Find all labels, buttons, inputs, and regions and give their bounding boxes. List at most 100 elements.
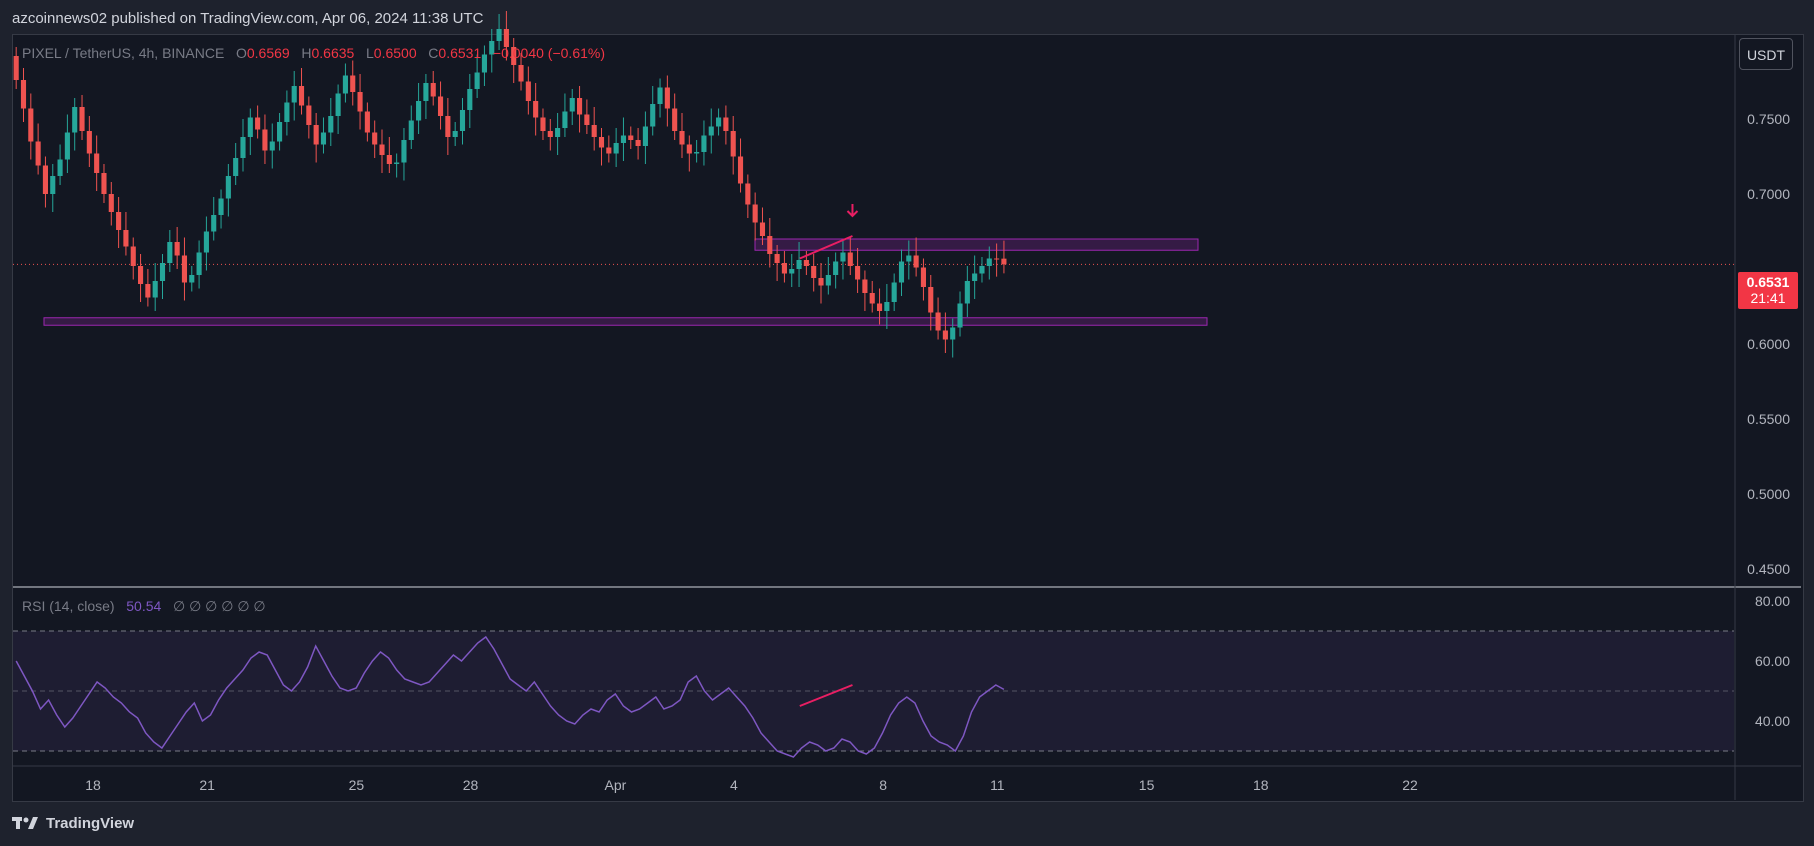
candle [825, 257, 831, 295]
rsi-placeholders: ∅ ∅ ∅ ∅ ∅ ∅ [172, 598, 266, 614]
candle [920, 258, 927, 301]
price-tick-label: 0.5000 [1747, 486, 1790, 502]
candle-body [540, 117, 546, 131]
candle [174, 227, 180, 269]
candle-body [28, 108, 34, 142]
time-tick-label: Apr [605, 777, 627, 793]
candle [774, 245, 780, 281]
candle [277, 113, 283, 151]
candle-body [284, 102, 290, 122]
publisher-header: azcoinnews02 published on TradingView.co… [12, 10, 484, 27]
candle-body [628, 135, 634, 140]
open-label: O [235, 45, 247, 61]
time-tick-label: 25 [349, 777, 365, 793]
candle-body [320, 132, 327, 145]
candle [335, 84, 341, 134]
support-zone [43, 317, 1208, 326]
candle [269, 123, 275, 169]
candle-body [723, 117, 729, 131]
candle [730, 116, 736, 175]
candle [357, 74, 363, 130]
candle-body [211, 215, 217, 232]
rsi-tick-label: 40.00 [1755, 713, 1790, 729]
candle-body [547, 131, 553, 137]
candle [50, 164, 56, 212]
candle-body [57, 159, 63, 176]
candle [840, 240, 846, 280]
candle-body [701, 135, 707, 152]
candle-body [108, 194, 114, 212]
change-value: −0.0040 (−0.61%) [492, 45, 606, 61]
rsi-value: 50.54 [126, 598, 162, 614]
candle-body [42, 165, 49, 194]
high-value: 0.6635 [311, 45, 355, 61]
candle [957, 291, 963, 337]
candle-body [196, 252, 202, 275]
time-tick-label: 15 [1139, 777, 1155, 793]
candle-body [642, 126, 648, 146]
currency-unit-button[interactable]: USDT [1739, 38, 1793, 70]
candle-body [803, 260, 809, 266]
candle-body [181, 255, 188, 283]
candle [416, 83, 422, 134]
candle-body [664, 87, 670, 109]
candle [20, 68, 27, 122]
candle-body [818, 278, 824, 286]
candle-body [79, 107, 85, 131]
candle-body [847, 252, 853, 266]
candle [657, 78, 663, 118]
candle-body [598, 137, 605, 148]
candle-body [555, 128, 561, 137]
candle [898, 249, 905, 296]
candle-body [876, 303, 883, 311]
candle [159, 254, 166, 299]
candle-body [972, 273, 978, 281]
candle [503, 11, 509, 61]
candle-body [203, 231, 209, 253]
candle-body [481, 54, 488, 73]
open-value: 0.6569 [246, 45, 290, 61]
candle [518, 53, 524, 91]
candle [79, 95, 85, 140]
candle [394, 153, 400, 178]
candle-body [562, 111, 568, 128]
candle-body [781, 263, 787, 274]
candle [950, 318, 956, 358]
tradingview-brand[interactable]: TradingView [12, 814, 134, 832]
chart-frame[interactable] [12, 34, 1804, 802]
candle-body [35, 141, 41, 166]
candle-body [569, 98, 575, 112]
time-tick-label: 8 [879, 777, 887, 793]
rsi-label[interactable]: RSI (14, close) [22, 598, 115, 614]
candle [862, 270, 868, 311]
candle [855, 248, 861, 293]
candle-body [328, 116, 334, 133]
candle-body [503, 29, 509, 47]
time-tick-label: 28 [463, 777, 479, 793]
candle-body [855, 266, 861, 280]
candle [28, 93, 34, 160]
candle-body [459, 110, 466, 131]
candle [928, 275, 934, 331]
candle-body [884, 302, 890, 311]
candle [628, 126, 634, 149]
candle-body [145, 284, 151, 298]
candle-body [789, 269, 795, 274]
low-label: L [366, 45, 374, 61]
candle-body [64, 132, 70, 160]
candle-body [511, 47, 517, 65]
candle-body [430, 83, 436, 97]
candle-body [86, 131, 92, 154]
candle-body [372, 132, 378, 145]
symbol-label[interactable]: PIXEL / TetherUS, 4h, BINANCE [22, 45, 225, 61]
candle [781, 251, 787, 283]
candle-body [584, 114, 590, 125]
candle [833, 252, 839, 289]
candle [130, 237, 136, 280]
candle-body [650, 104, 656, 127]
candle-body [130, 246, 136, 266]
candle-body [313, 125, 319, 145]
candle [818, 263, 824, 304]
candle [811, 254, 817, 292]
